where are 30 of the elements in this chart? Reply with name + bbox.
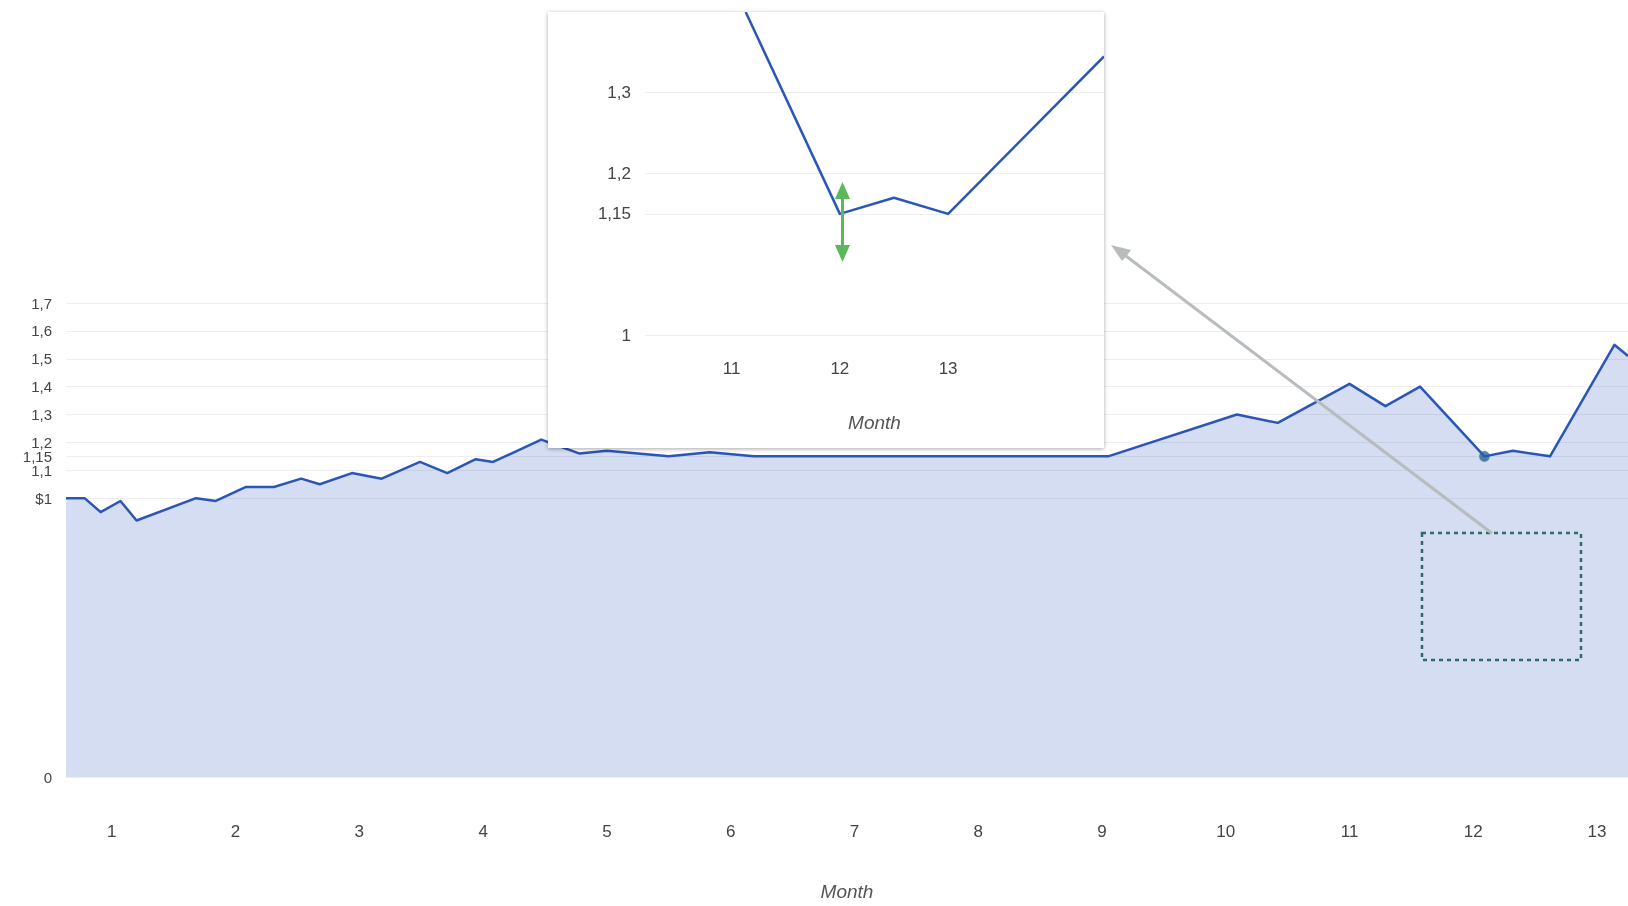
x-tick-label: 4 <box>478 822 488 841</box>
x-tick-label: 3 <box>354 822 365 841</box>
x-tick-label: 8 <box>973 822 983 841</box>
y-tick-label: 1,7 <box>31 294 52 312</box>
y-tick-label: 1,2 <box>607 164 631 183</box>
y-tick-label: 1,5 <box>31 350 52 368</box>
y-tick-label: $1 <box>35 489 52 507</box>
x-tick-label: 9 <box>1097 822 1107 841</box>
x-axis-title: Month <box>848 412 901 433</box>
x-tick-label: 10 <box>1216 822 1236 841</box>
x-axis-title: Month <box>820 881 874 902</box>
x-tick-label: 5 <box>602 822 612 841</box>
line-series <box>744 12 1104 216</box>
y-tick-label: 1,15 <box>597 204 631 224</box>
x-tick-label: 11 <box>1340 822 1359 841</box>
x-tick-label: 12 <box>1463 822 1483 841</box>
y-tick-label: 1,4 <box>31 378 52 396</box>
y-tick-label: 1,6 <box>31 322 52 340</box>
y-tick-label: 1,3 <box>31 406 52 424</box>
x-tick-label: 12 <box>830 359 850 378</box>
x-tick-label: 13 <box>938 359 958 378</box>
x-tick-label: 6 <box>725 822 736 841</box>
x-tick-label: 13 <box>1587 822 1607 841</box>
x-tick-label: 2 <box>230 822 241 841</box>
x-tick-label: 1 <box>107 822 117 841</box>
y-tick-label: 1,3 <box>607 83 631 103</box>
y-tick-label: 1 <box>621 325 631 345</box>
x-tick-label: 11 <box>722 359 741 378</box>
x-tick-label: 7 <box>849 822 860 841</box>
y-tick-label: 0 <box>43 768 52 786</box>
